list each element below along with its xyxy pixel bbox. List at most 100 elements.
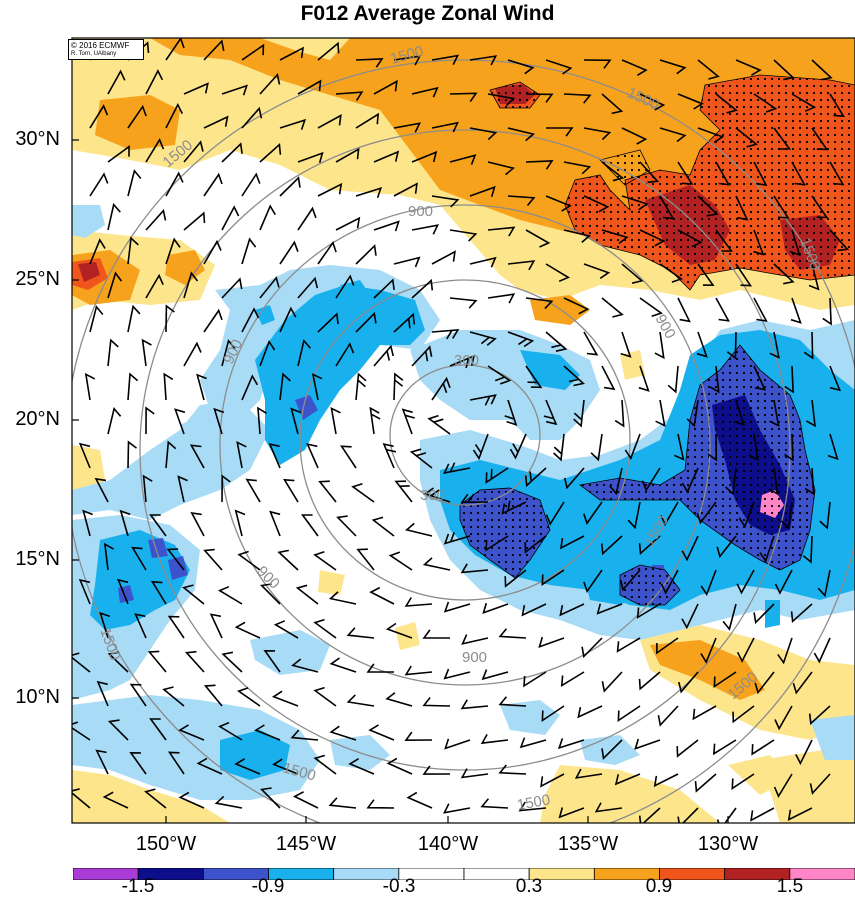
- wind-barb: [393, 312, 416, 333]
- wind-barb: [127, 169, 142, 197]
- wind-barb: [355, 244, 377, 265]
- contour-label: 1500: [516, 791, 552, 814]
- lon-label: 135°W: [557, 833, 619, 855]
- wind-barb: [72, 652, 91, 673]
- wind-barb: [659, 127, 687, 143]
- wind-barb: [203, 308, 223, 333]
- lat-label: 30°N: [15, 128, 60, 150]
- wind-barb: [692, 705, 717, 721]
- wind-barb: [107, 145, 130, 163]
- wind-barb: [317, 114, 342, 129]
- wind-barb: [221, 205, 240, 231]
- wind-barb: [712, 739, 737, 756]
- wind-barb: [145, 406, 155, 435]
- wind-barb: [335, 274, 355, 299]
- wind-barb: [507, 195, 536, 207]
- wind-barb: [411, 278, 434, 299]
- wind-barb: [449, 92, 478, 103]
- colorbar-swatch: [789, 868, 855, 880]
- wind-barb: [290, 729, 319, 741]
- wind-barb: [558, 807, 585, 819]
- wind-barb: [297, 338, 312, 367]
- wind-barb: [82, 509, 93, 537]
- wind-barb: [660, 501, 679, 527]
- wind-barb: [340, 445, 357, 469]
- wind-barb: [165, 237, 181, 265]
- wind-barb: [234, 621, 261, 639]
- wind-barb: [700, 569, 717, 597]
- wind-barb: [557, 738, 585, 750]
- credit-box: © 2016 ECMWF R. Torn, UAlbany: [68, 39, 144, 60]
- wind-barb: [777, 637, 793, 665]
- wind-barb: [677, 229, 703, 248]
- wind-barb: [369, 406, 381, 435]
- wind-barb: [507, 260, 536, 271]
- wind-barb: [306, 443, 319, 469]
- wind-barb: [394, 480, 413, 503]
- wind-barb: [601, 365, 616, 391]
- wind-barb: [808, 263, 820, 291]
- wind-barb: [72, 721, 91, 741]
- wind-barb: [241, 307, 260, 333]
- wind-barb: [627, 501, 641, 530]
- wind-barb: [577, 705, 603, 719]
- wind-barb: [759, 535, 775, 563]
- wind-barb: [543, 399, 558, 426]
- wind-barb: [563, 161, 592, 175]
- wind-barb: [616, 637, 641, 653]
- wind-barb: [559, 603, 585, 617]
- wind-barb: [183, 82, 209, 95]
- wind-barb: [487, 161, 516, 176]
- wind-barb: [259, 73, 281, 95]
- wind-barb: [659, 263, 684, 283]
- wind-barb: [482, 602, 509, 614]
- colorbar-label: -1.5: [121, 876, 155, 897]
- wind-barb: [829, 93, 845, 118]
- wind-barb: [102, 791, 129, 809]
- wind-barb: [269, 510, 281, 537]
- wind-barb: [614, 399, 625, 428]
- wind-barb: [259, 143, 282, 163]
- wind-barb: [373, 278, 395, 299]
- wind-barb: [329, 725, 357, 741]
- wind-barb: [641, 467, 661, 492]
- wind-barb: [221, 84, 248, 96]
- wind-barb: [355, 372, 367, 401]
- wind-barb: [563, 229, 592, 244]
- wind-barb: [525, 229, 551, 248]
- wind-barb: [681, 603, 699, 630]
- wind-barb: [524, 535, 547, 554]
- wind-barb: [573, 399, 585, 428]
- wind-barb: [829, 365, 842, 392]
- wind-barb: [657, 705, 679, 727]
- wind-barb: [355, 112, 380, 129]
- wind-barb: [829, 229, 850, 252]
- wind-barb: [480, 734, 509, 745]
- wind-barb: [291, 658, 319, 673]
- wind-barb: [221, 142, 243, 163]
- wind-barb: [738, 501, 755, 529]
- wind-barb: [259, 204, 276, 231]
- wind-barb: [162, 686, 185, 707]
- wind-barb: [203, 684, 223, 707]
- wind-barb: [811, 127, 829, 151]
- wind-barb: [753, 93, 778, 113]
- wind-barb: [411, 224, 439, 235]
- wind-barb: [393, 122, 422, 133]
- wind-barb: [103, 542, 114, 571]
- wind-barb: [620, 331, 632, 358]
- wind-barbs: [72, 38, 850, 823]
- wind-barb: [177, 475, 188, 503]
- wind-barb: [443, 532, 471, 545]
- wind-barb: [393, 55, 422, 66]
- wind-barb: [525, 297, 554, 310]
- wind-barb: [716, 535, 737, 559]
- wind-barb: [348, 758, 375, 775]
- wind-barb: [89, 238, 106, 265]
- wind-barb: [368, 724, 395, 741]
- wind-barb: [621, 195, 649, 211]
- wind-barb: [217, 585, 243, 605]
- wind-barb: [507, 127, 536, 142]
- wind-barb: [443, 601, 471, 613]
- wind-barb: [190, 511, 205, 537]
